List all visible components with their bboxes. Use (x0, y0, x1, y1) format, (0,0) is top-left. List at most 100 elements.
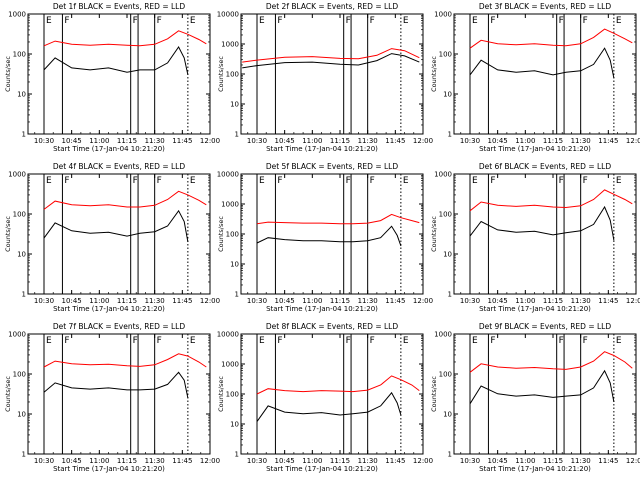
x-tick-label: 11:00 (89, 137, 109, 145)
y-tick-label: 10 (443, 411, 452, 419)
marker-label: E (190, 176, 196, 186)
panel-title: Det 4f BLACK = Events, RED = LLD (53, 162, 186, 171)
panel-title: Det 7f BLACK = Events, RED = LLD (53, 322, 186, 331)
x-axis-label: Start Time (17-Jan-04 10:21:20) (53, 145, 165, 153)
x-tick-label: 11:15 (117, 137, 137, 145)
detector-panel-4: Det 4f BLACK = Events, RED = LLD 1 10 100 10… (4, 162, 220, 313)
x-tick-label: 11:15 (330, 457, 350, 465)
y-tick-label: 10 (443, 91, 452, 99)
x-axis-label: Start Time (17-Jan-04 10:21:20) (53, 465, 165, 473)
x-axis-label: Start Time (17-Jan-04 10:21:20) (479, 305, 591, 313)
x-tick-label: 11:30 (571, 457, 591, 465)
y-tick-label: 100 (439, 211, 452, 219)
x-tick-label: 11:00 (302, 457, 322, 465)
x-axis-label: Start Time (17-Jan-04 10:21:20) (53, 305, 165, 313)
panel-title: Det 9f BLACK = Events, RED = LLD (479, 322, 612, 331)
marker-label: F (133, 336, 138, 346)
panel-title: Det 8f BLACK = Events, RED = LLD (266, 322, 399, 331)
marker-label: F (157, 176, 162, 186)
panel-title: Det 3f BLACK = Events, RED = LLD (479, 2, 612, 11)
plot-frame (240, 13, 424, 135)
y-tick-label: 1000 (8, 171, 26, 179)
y-axis-label: Counts/sec (430, 376, 438, 412)
x-tick-label: 10:30 (460, 137, 480, 145)
x-tick-label: 11:30 (358, 457, 378, 465)
x-tick-label: 12:00 (413, 457, 433, 465)
y-axis-label: Counts/sec (217, 56, 225, 92)
x-tick-label: 10:30 (460, 297, 480, 305)
detector-panel-6: Det 6f BLACK = Events, RED = LLD 1 10 100 10… (430, 162, 640, 313)
marker-label: E (190, 336, 196, 346)
marker-label: E (46, 16, 52, 26)
x-tick-label: 11:00 (89, 457, 109, 465)
marker-label: F (370, 176, 375, 186)
x-tick-label: 12:00 (413, 137, 433, 145)
y-tick-label: 100 (226, 391, 239, 399)
x-tick-label: 11:15 (117, 457, 137, 465)
plot-frame (453, 333, 637, 455)
y-tick-label: 10000 (217, 171, 239, 179)
y-tick-label: 1 (448, 451, 452, 459)
marker-label: E (403, 336, 409, 346)
x-tick-label: 12:00 (200, 297, 220, 305)
marker-label: F (346, 336, 351, 346)
x-tick-label: 11:30 (571, 137, 591, 145)
marker-label: F (583, 336, 588, 346)
lld-series-line (469, 351, 633, 373)
y-tick-label: 10 (230, 101, 239, 109)
x-tick-label: 11:45 (598, 297, 618, 305)
y-axis-label: Counts/sec (217, 376, 225, 412)
events-series-line (469, 205, 615, 241)
detector-panel-9: Det 9f BLACK = Events, RED = LLD 1 10 100 10… (430, 322, 640, 473)
x-tick-label: 11:15 (117, 297, 137, 305)
marker-label: F (64, 16, 69, 26)
plot-frame (453, 13, 637, 135)
events-series-line (256, 225, 402, 247)
marker-label: F (490, 176, 495, 186)
y-tick-label: 100 (439, 51, 452, 59)
x-tick-label: 10:45 (488, 137, 508, 145)
y-tick-label: 10 (17, 91, 26, 99)
x-tick-label: 10:45 (488, 457, 508, 465)
y-tick-label: 1 (235, 451, 239, 459)
detector-panel-5: Det 5f BLACK = Events, RED = LLD 1 10 100 10… (217, 162, 433, 313)
y-tick-label: 10 (230, 261, 239, 269)
y-tick-label: 10000 (217, 11, 239, 19)
y-tick-label: 1000 (221, 361, 239, 369)
x-tick-label: 11:15 (543, 137, 563, 145)
marker-label: F (277, 336, 282, 346)
x-tick-label: 11:45 (385, 297, 405, 305)
marker-label: E (472, 16, 478, 26)
x-tick-label: 11:15 (543, 297, 563, 305)
events-series-line (469, 369, 615, 405)
x-tick-label: 10:30 (247, 137, 267, 145)
y-tick-label: 100 (226, 71, 239, 79)
x-tick-label: 10:45 (275, 457, 295, 465)
y-tick-label: 100 (226, 231, 239, 239)
marker-label: F (559, 176, 564, 186)
marker-label: F (583, 16, 588, 26)
x-tick-label: 11:30 (358, 297, 378, 305)
y-axis-label: Counts/sec (4, 216, 12, 252)
plot-frame (240, 173, 424, 295)
y-tick-label: 1000 (434, 11, 452, 19)
x-tick-label: 11:45 (385, 457, 405, 465)
y-axis-label: Counts/sec (4, 376, 12, 412)
plot-frame (240, 333, 424, 455)
plot-frame (27, 333, 211, 455)
x-tick-label: 10:30 (247, 297, 267, 305)
x-tick-label: 11:45 (172, 137, 192, 145)
marker-label: E (403, 176, 409, 186)
x-tick-label: 11:00 (515, 457, 535, 465)
marker-label: E (190, 16, 196, 26)
y-tick-label: 100 (13, 211, 26, 219)
marker-label: E (46, 336, 52, 346)
y-tick-label: 1 (235, 291, 239, 299)
y-tick-label: 1 (22, 451, 26, 459)
plot-frame (453, 173, 637, 295)
marker-label: F (277, 16, 282, 26)
lld-series-line (242, 48, 420, 63)
detector-panel-1: Det 1f BLACK = Events, RED = LLD 1 10 100 10… (4, 2, 220, 153)
x-axis-label: Start Time (17-Jan-04 10:21:20) (266, 145, 378, 153)
x-tick-label: 10:45 (275, 297, 295, 305)
